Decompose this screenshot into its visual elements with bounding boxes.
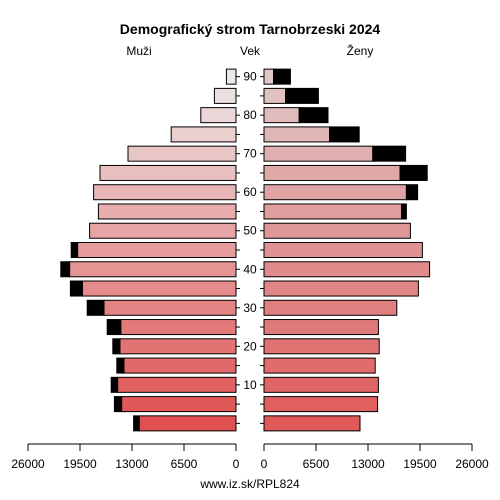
male-bar-20-24 xyxy=(119,338,237,355)
female-bar-20-24 xyxy=(263,338,380,355)
female-bar-15-19 xyxy=(263,357,376,374)
female-bar-40-44 xyxy=(263,261,431,278)
chart-title: Demografický strom Tarnobrzeski 2024 xyxy=(120,21,381,37)
male-excess-35-39 xyxy=(69,280,83,297)
female-bar-45-49 xyxy=(263,241,423,259)
age-tick-label: 50 xyxy=(243,224,257,238)
male-bar-45-49 xyxy=(77,241,237,259)
age-tick-label: 70 xyxy=(243,147,257,161)
male-excess-40-44 xyxy=(60,261,71,278)
male-excess-10-14 xyxy=(110,376,119,393)
male-excess-15-19 xyxy=(116,357,125,374)
male-bar-40-44 xyxy=(69,261,237,278)
female-bar-0-4 xyxy=(263,415,361,432)
x-tick-label-left: 13000 xyxy=(115,457,149,471)
x-tick-label-right: 26000 xyxy=(455,457,489,471)
female-bar-65-69 xyxy=(263,164,401,181)
male-excess-45-49 xyxy=(70,241,79,259)
male-bar-70-74 xyxy=(127,145,237,162)
male-bar-55-59 xyxy=(97,203,237,220)
female-excess-75-79 xyxy=(329,126,360,143)
age-tick-label: 90 xyxy=(243,70,257,84)
age-tick-label: 40 xyxy=(243,262,257,276)
male-bar-50-54 xyxy=(89,222,237,239)
female-bar-55-59 xyxy=(263,203,403,220)
age-tick-label: 20 xyxy=(243,339,257,353)
female-label: Ženy xyxy=(347,43,374,58)
female-bar-90+ xyxy=(263,68,275,85)
female-excess-60-64 xyxy=(405,184,419,201)
x-tick-label-left: 6500 xyxy=(171,457,198,471)
female-bar-60-64 xyxy=(263,184,407,201)
female-excess-70-74 xyxy=(372,145,407,162)
female-bar-35-39 xyxy=(263,280,419,297)
male-bar-65-69 xyxy=(99,164,237,181)
female-bar-30-34 xyxy=(263,299,398,316)
x-tick-label-right: 0 xyxy=(261,457,268,471)
male-label: Muži xyxy=(126,44,151,58)
female-bar-50-54 xyxy=(263,222,411,239)
female-excess-90+ xyxy=(273,68,291,85)
female-excess-80-84 xyxy=(298,107,329,124)
female-bar-75-79 xyxy=(263,126,331,143)
female-bars xyxy=(263,68,431,432)
male-bar-75-79 xyxy=(170,126,237,143)
female-bar-25-29 xyxy=(263,319,379,336)
male-bar-90+ xyxy=(225,68,237,85)
female-excess-55-59 xyxy=(401,203,407,220)
female-excess-85-89 xyxy=(285,87,319,104)
male-bar-10-14 xyxy=(117,376,237,393)
female-bar-80-84 xyxy=(263,107,300,124)
male-bar-25-29 xyxy=(120,319,237,336)
male-excess-20-24 xyxy=(112,338,121,355)
male-bar-5-9 xyxy=(121,396,237,413)
male-bar-15-19 xyxy=(123,357,237,374)
male-excess-0-4 xyxy=(133,415,140,432)
x-tick-label-left: 19500 xyxy=(63,457,97,471)
x-tick-label-right: 13000 xyxy=(351,457,385,471)
source-label: www.iz.sk/RPL824 xyxy=(199,477,300,491)
age-tick-label: 80 xyxy=(243,108,257,122)
x-tick-label-right: 6500 xyxy=(303,457,330,471)
x-tick-label-left: 0 xyxy=(233,457,240,471)
male-bar-85-89 xyxy=(213,87,237,104)
x-tick-label-right: 19500 xyxy=(403,457,437,471)
male-excess-30-34 xyxy=(86,299,105,316)
axes: 26000 19500 13000 6500 0 0 6500 13000 19500 26000… xyxy=(11,70,489,471)
male-excess-5-9 xyxy=(113,396,123,413)
male-bars xyxy=(60,68,237,432)
male-bar-35-39 xyxy=(81,280,237,297)
male-bar-80-84 xyxy=(200,107,237,124)
male-bar-60-64 xyxy=(93,184,237,201)
male-excess-25-29 xyxy=(106,319,122,336)
age-label: Vek xyxy=(240,44,261,58)
female-bar-10-14 xyxy=(263,376,379,393)
female-bar-70-74 xyxy=(263,145,374,162)
female-bar-5-9 xyxy=(263,396,379,413)
male-bar-0-4 xyxy=(138,415,237,432)
age-tick-label: 10 xyxy=(243,378,257,392)
age-tick-label: 60 xyxy=(243,185,257,199)
age-tick-label: 30 xyxy=(243,301,257,315)
female-excess-65-69 xyxy=(399,164,428,181)
male-bar-30-34 xyxy=(103,299,237,316)
female-bar-85-89 xyxy=(263,87,287,104)
x-tick-label-left: 26000 xyxy=(11,457,45,471)
